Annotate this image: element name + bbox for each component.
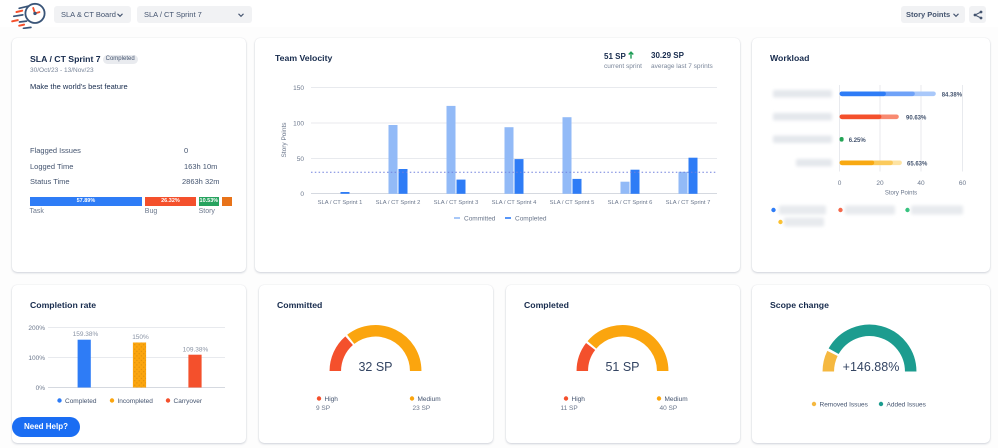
svg-text:109.38%: 109.38% [183,347,209,354]
svg-text:65.63%: 65.63% [907,161,928,167]
svg-text:100: 100 [293,121,304,128]
svg-text:SLA / CT Sprint 4: SLA / CT Sprint 4 [492,200,537,206]
svg-text:23 SP: 23 SP [413,405,431,412]
svg-text:Added Issues: Added Issues [887,402,927,409]
svg-text:60: 60 [959,180,967,187]
svg-text:32 SP: 32 SP [358,360,392,374]
svg-text:Completed: Completed [65,398,97,405]
svg-text:SLA / CT Sprint 1: SLA / CT Sprint 1 [318,200,363,206]
svg-text:SLA / CT Sprint 5: SLA / CT Sprint 5 [550,200,595,206]
svg-text:+146.88%: +146.88% [843,360,900,374]
svg-text:High: High [572,396,586,403]
svg-text:20: 20 [876,180,884,187]
svg-text:0%: 0% [36,385,46,392]
svg-text:Carryover: Carryover [174,398,203,405]
svg-text:11 SP: 11 SP [561,405,578,412]
svg-text:0: 0 [838,180,842,187]
svg-text:40 SP: 40 SP [660,405,678,412]
svg-text:150%: 150% [132,334,149,341]
svg-text:51 SP: 51 SP [605,360,639,374]
svg-text:Incompleted: Incompleted [118,398,154,405]
svg-text:200%: 200% [28,325,45,332]
svg-text:Story Points: Story Points [885,191,917,197]
svg-text:Removed Issues: Removed Issues [820,402,869,409]
svg-text:6.25%: 6.25% [849,138,867,144]
svg-text:84.38%: 84.38% [942,92,963,98]
svg-text:Committed: Committed [464,216,496,223]
svg-text:SLA / CT Sprint 2: SLA / CT Sprint 2 [376,200,421,206]
svg-text:SLA / CT Sprint 7: SLA / CT Sprint 7 [666,200,711,206]
svg-text:Completed: Completed [515,216,547,223]
svg-text:50: 50 [297,156,305,163]
svg-text:0: 0 [300,191,304,198]
svg-text:40: 40 [917,180,925,187]
svg-text:90.63%: 90.63% [906,115,927,121]
svg-text:High: High [325,396,339,403]
svg-text:9 SP: 9 SP [316,405,330,412]
svg-text:SLA / CT Sprint 6: SLA / CT Sprint 6 [608,200,653,206]
svg-text:159.38%: 159.38% [73,331,99,338]
svg-text:SLA / CT Sprint 3: SLA / CT Sprint 3 [434,200,479,206]
svg-text:Medium: Medium [665,396,688,403]
svg-text:Medium: Medium [418,396,441,403]
svg-text:150: 150 [293,85,304,92]
svg-text:100%: 100% [28,355,45,362]
svg-text:Story Points: Story Points [281,122,288,158]
